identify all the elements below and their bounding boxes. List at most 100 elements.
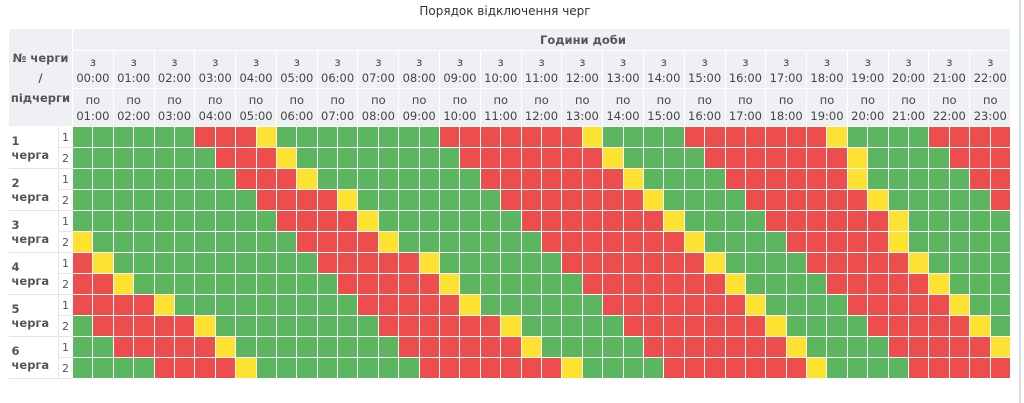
slot-cell-power-on bbox=[316, 357, 339, 379]
slot-cell-power-off bbox=[663, 294, 685, 316]
hour-from: 02:00 bbox=[157, 70, 192, 85]
slot-cell-power-on bbox=[500, 294, 522, 316]
slot-cell-possible-off bbox=[153, 294, 175, 316]
slot-cell-power-on bbox=[439, 147, 461, 169]
slot-cell-power-on bbox=[928, 210, 950, 232]
slot-cell-power-off bbox=[765, 357, 787, 379]
to-prefix: по bbox=[248, 92, 264, 107]
slot-cell-power-off bbox=[867, 294, 889, 316]
hour-to-header: по 19:00 bbox=[806, 88, 848, 127]
hour-to-header: по 09:00 bbox=[398, 88, 441, 127]
slot-cell-power-off bbox=[540, 231, 563, 253]
slot-cell-power-on bbox=[683, 147, 706, 169]
slot-cell-power-off bbox=[133, 315, 155, 337]
hour-from: 13:00 bbox=[606, 70, 640, 85]
to-prefix: по bbox=[289, 92, 305, 107]
hour-from-header: з 07:00 bbox=[357, 50, 400, 89]
subqueue-label: 2 bbox=[57, 231, 74, 253]
slot-cell-power-on bbox=[846, 357, 869, 379]
slot-cell-power-on bbox=[112, 210, 135, 232]
slot-cell-power-off bbox=[194, 126, 216, 148]
slot-cell-power-off bbox=[418, 336, 441, 358]
slot-cell-power-on bbox=[194, 231, 216, 253]
slot-cell-power-off bbox=[724, 168, 746, 190]
slot-cell-power-on bbox=[357, 126, 379, 148]
hour-to: 20:00 bbox=[851, 108, 885, 123]
slot-cell-possible-off bbox=[296, 168, 318, 190]
slot-cell-possible-off bbox=[622, 168, 644, 190]
slot-cell-power-off bbox=[622, 189, 644, 211]
slot-cell-power-off bbox=[479, 357, 502, 379]
slot-cell-power-off bbox=[112, 315, 135, 337]
slot-cell-power-off bbox=[663, 336, 685, 358]
slot-cell-power-on bbox=[642, 147, 665, 169]
to-prefix: по bbox=[697, 92, 712, 107]
slot-cell-power-off bbox=[867, 231, 889, 253]
slot-cell-power-on bbox=[663, 147, 685, 169]
slot-cell-power-off bbox=[642, 273, 665, 295]
slot-cell-power-off bbox=[581, 231, 604, 253]
slot-cell-power-off bbox=[704, 294, 726, 316]
slot-cell-power-on bbox=[92, 336, 114, 358]
hour-from-header: з 04:00 bbox=[235, 50, 277, 89]
hour-to: 03:00 bbox=[157, 108, 192, 123]
slot-cell-possible-off bbox=[948, 294, 971, 316]
hour-to: 06:00 bbox=[280, 108, 314, 123]
slot-cell-power-off bbox=[602, 294, 624, 316]
from-prefix: з bbox=[497, 54, 504, 69]
slot-cell-power-on bbox=[275, 315, 298, 337]
slot-cell-power-on bbox=[173, 126, 196, 148]
slot-cell-power-off bbox=[928, 357, 950, 379]
hour-from: 06:00 bbox=[321, 70, 355, 85]
slot-cell-possible-off bbox=[520, 336, 543, 358]
slot-cell-power-on bbox=[439, 210, 461, 232]
slot-cell-power-on bbox=[602, 336, 624, 358]
slot-cell-power-off bbox=[398, 336, 420, 358]
slot-cell-power-on bbox=[173, 231, 196, 253]
slot-cell-power-off bbox=[235, 126, 257, 148]
slot-cell-power-on bbox=[133, 147, 155, 169]
slot-cell-power-on bbox=[72, 315, 94, 337]
slot-cell-power-on bbox=[826, 357, 848, 379]
slot-cell-power-off bbox=[989, 189, 1012, 211]
slot-cell-power-on bbox=[153, 147, 175, 169]
slot-cell-power-off bbox=[867, 273, 889, 295]
slot-cell-power-on bbox=[377, 168, 400, 190]
hour-to: 14:00 bbox=[606, 108, 640, 123]
hour-from: 18:00 bbox=[810, 70, 844, 85]
hour-from: 15:00 bbox=[688, 70, 722, 85]
queue-label: 4 черга bbox=[8, 252, 59, 295]
slot-cell-possible-off bbox=[357, 210, 379, 232]
slot-cell-power-off bbox=[806, 189, 828, 211]
slot-cell-power-on bbox=[520, 315, 543, 337]
slot-cell-power-on bbox=[479, 231, 502, 253]
slot-cell-power-off bbox=[337, 273, 359, 295]
slot-cell-power-off bbox=[439, 336, 461, 358]
slot-cell-power-on bbox=[765, 294, 787, 316]
slot-cell-power-on bbox=[194, 147, 216, 169]
slot-cell-power-on bbox=[398, 189, 420, 211]
corner-label-line: / bbox=[38, 70, 43, 85]
slot-cell-power-off bbox=[479, 126, 502, 148]
slot-cell-power-on bbox=[561, 315, 583, 337]
slot-cell-power-off bbox=[337, 210, 359, 232]
hour-from: 19:00 bbox=[851, 70, 885, 85]
slot-cell-power-on bbox=[296, 315, 318, 337]
to-prefix: по bbox=[778, 92, 794, 107]
slot-cell-power-on bbox=[439, 231, 461, 253]
slot-cell-power-on bbox=[744, 273, 767, 295]
slot-cell-power-off bbox=[683, 126, 706, 148]
slot-cell-power-on bbox=[235, 252, 257, 274]
slot-cell-power-off bbox=[459, 147, 481, 169]
slot-cell-power-on bbox=[337, 147, 359, 169]
hour-from: 01:00 bbox=[117, 70, 151, 85]
slot-cell-power-on bbox=[173, 168, 196, 190]
slot-cell-power-off bbox=[602, 210, 624, 232]
hour-to: 12:00 bbox=[524, 108, 559, 123]
slot-cell-power-on bbox=[275, 252, 298, 274]
hour-to: 01:00 bbox=[76, 108, 110, 123]
hour-from-header: з 11:00 bbox=[520, 50, 563, 89]
slot-cell-power-on bbox=[520, 252, 543, 274]
slot-cell-power-off bbox=[622, 252, 644, 274]
slot-cell-power-on bbox=[255, 315, 277, 337]
